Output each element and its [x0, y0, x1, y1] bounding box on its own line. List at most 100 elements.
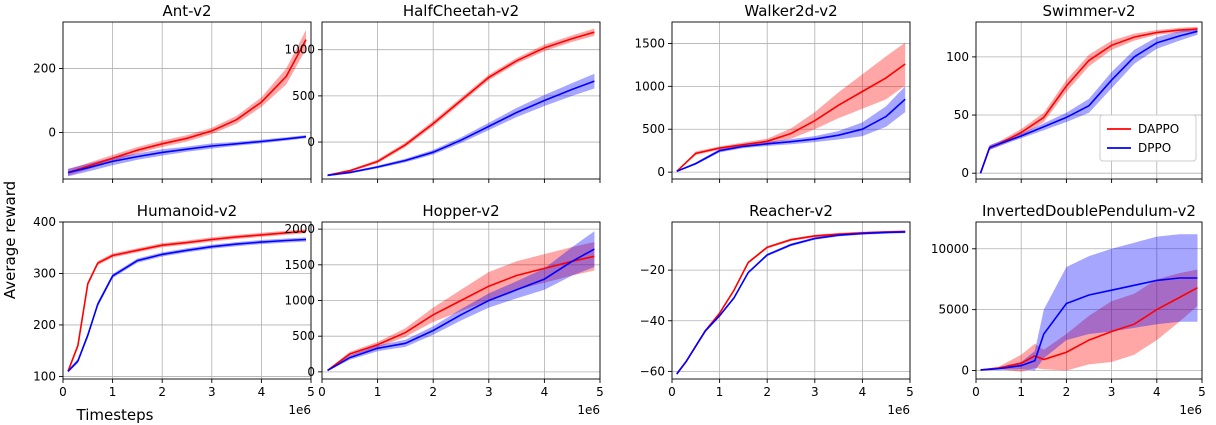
- y-tick-label: 500: [292, 329, 315, 343]
- x-tick-label: 1: [716, 385, 724, 399]
- x-tick-label: 1: [1017, 385, 1025, 399]
- y-tick-label: 400: [33, 215, 56, 229]
- subplot-title: Ant-v2: [162, 2, 211, 20]
- x-tick-label: 4: [541, 385, 549, 399]
- subplot-grid: 0200Ant-v205001000HalfCheetah-v205001000…: [33, 2, 1206, 417]
- subplot: 0 500 1000 HalfCheetah-v2: [284, 2, 601, 183]
- y-tick-label: 0: [48, 126, 56, 140]
- plot-frame: [975, 221, 1203, 380]
- x-tick-label: 0: [972, 385, 980, 399]
- y-tick-label: 1000: [634, 79, 665, 93]
- legend-entry: DAPPO: [1138, 122, 1179, 136]
- y-tick-label: 200: [33, 61, 56, 75]
- series-band: [980, 269, 1198, 372]
- subplot-title: InvertedDoublePendulum-v2: [982, 202, 1196, 220]
- x-tick-label: 2: [429, 385, 437, 399]
- y-tick-label: 200: [33, 318, 56, 332]
- y-tick-label: 1000: [284, 294, 315, 308]
- plot-frame: [671, 221, 911, 380]
- series-band: [676, 86, 906, 172]
- x-tick-label: 0: [59, 385, 67, 399]
- x-tick-label: 3: [485, 385, 493, 399]
- series-line: [676, 230, 906, 375]
- y-tick-label: 300: [33, 266, 56, 280]
- series-line: [676, 63, 906, 172]
- y-tick-label: 0: [307, 135, 315, 149]
- x-tick-label: 5: [1198, 385, 1206, 399]
- series-band: [327, 231, 595, 372]
- series-band: [327, 242, 595, 372]
- series-line: [676, 231, 906, 375]
- y-tick-label: 2000: [284, 222, 315, 236]
- series-line: [67, 230, 307, 372]
- y-tick-label: 100: [33, 369, 56, 383]
- series-line: [980, 286, 1198, 371]
- legend-box: [1099, 114, 1197, 162]
- x-tick-label: 2: [1063, 385, 1071, 399]
- legend: DAPPO DPPO: [1099, 114, 1197, 162]
- plot-frame: [975, 21, 1203, 180]
- subplot-title: Humanoid-v2: [137, 202, 237, 220]
- y-tick-label: 5000: [938, 303, 969, 317]
- series-band: [68, 237, 306, 373]
- series-line: [327, 31, 595, 177]
- plot-frame: [671, 21, 911, 180]
- series-band: [676, 42, 906, 172]
- series-band: [327, 28, 595, 177]
- series-line: [67, 135, 307, 174]
- series-band: [327, 73, 595, 177]
- subplot: 0 1 2 3 4 5 100 200 300 400 Humanoid-v2 1e6: [33, 202, 315, 417]
- y-tick-label: 1500: [634, 36, 665, 50]
- plot-frame: [321, 21, 601, 180]
- x-tick-label: 5: [906, 385, 914, 399]
- y-tick-label: 100: [946, 50, 969, 64]
- legend-entry: DPPO: [1138, 141, 1171, 155]
- series-line: [979, 30, 1198, 174]
- x-offset-label: 1e6: [887, 403, 910, 417]
- y-tick-label: 500: [292, 89, 315, 103]
- subplot: 0 1 2 3 4 5 0 5000 10000 InvertedDoublePendulum-v…: [931, 202, 1206, 417]
- x-offset-label: 1e6: [577, 403, 600, 417]
- series-band: [980, 26, 1198, 175]
- x-tick-label: 0: [318, 385, 326, 399]
- y-tick-label: −20: [640, 263, 665, 277]
- x-tick-label: 5: [307, 385, 315, 399]
- series-line: [67, 39, 307, 174]
- subplot: 0 500 1000 1500 Walker2d-v2: [634, 2, 911, 183]
- plot-frame: [62, 21, 312, 180]
- x-tick-label: 1: [109, 385, 117, 399]
- x-axis-label: Timesteps: [76, 406, 154, 424]
- plot-frame: [62, 221, 312, 380]
- series-band: [980, 234, 1198, 371]
- series-band: [676, 230, 906, 376]
- x-tick-label: 4: [859, 385, 867, 399]
- y-tick-label: 0: [307, 365, 315, 379]
- x-tick-label: 3: [1108, 385, 1116, 399]
- x-tick-label: 0: [668, 385, 676, 399]
- subplot-title: Reacher-v2: [749, 202, 833, 220]
- y-tick-label: 0: [657, 165, 665, 179]
- y-tick-label: 1500: [284, 258, 315, 272]
- series-band: [676, 230, 906, 376]
- x-tick-label: 1: [374, 385, 382, 399]
- x-offset-label: 1e6: [1179, 403, 1202, 417]
- y-tick-label: 10000: [931, 242, 969, 256]
- x-tick-label: 2: [158, 385, 166, 399]
- y-tick-label: 50: [954, 108, 969, 122]
- y-tick-label: −40: [640, 314, 665, 328]
- x-tick-label: 2: [763, 385, 771, 399]
- x-tick-label: 5: [596, 385, 604, 399]
- series-line: [327, 248, 595, 372]
- subplot-title: Swimmer-v2: [1042, 2, 1135, 20]
- series-line: [327, 80, 595, 177]
- subplot-title: HalfCheetah-v2: [403, 2, 519, 20]
- series-line: [676, 98, 906, 173]
- y-tick-label: 0: [961, 166, 969, 180]
- y-tick-label: 500: [642, 122, 665, 136]
- subplot-title: Hopper-v2: [422, 202, 499, 220]
- x-tick-label: 4: [1153, 385, 1161, 399]
- series-band: [980, 27, 1198, 175]
- subplot-title: Walker2d-v2: [744, 2, 837, 20]
